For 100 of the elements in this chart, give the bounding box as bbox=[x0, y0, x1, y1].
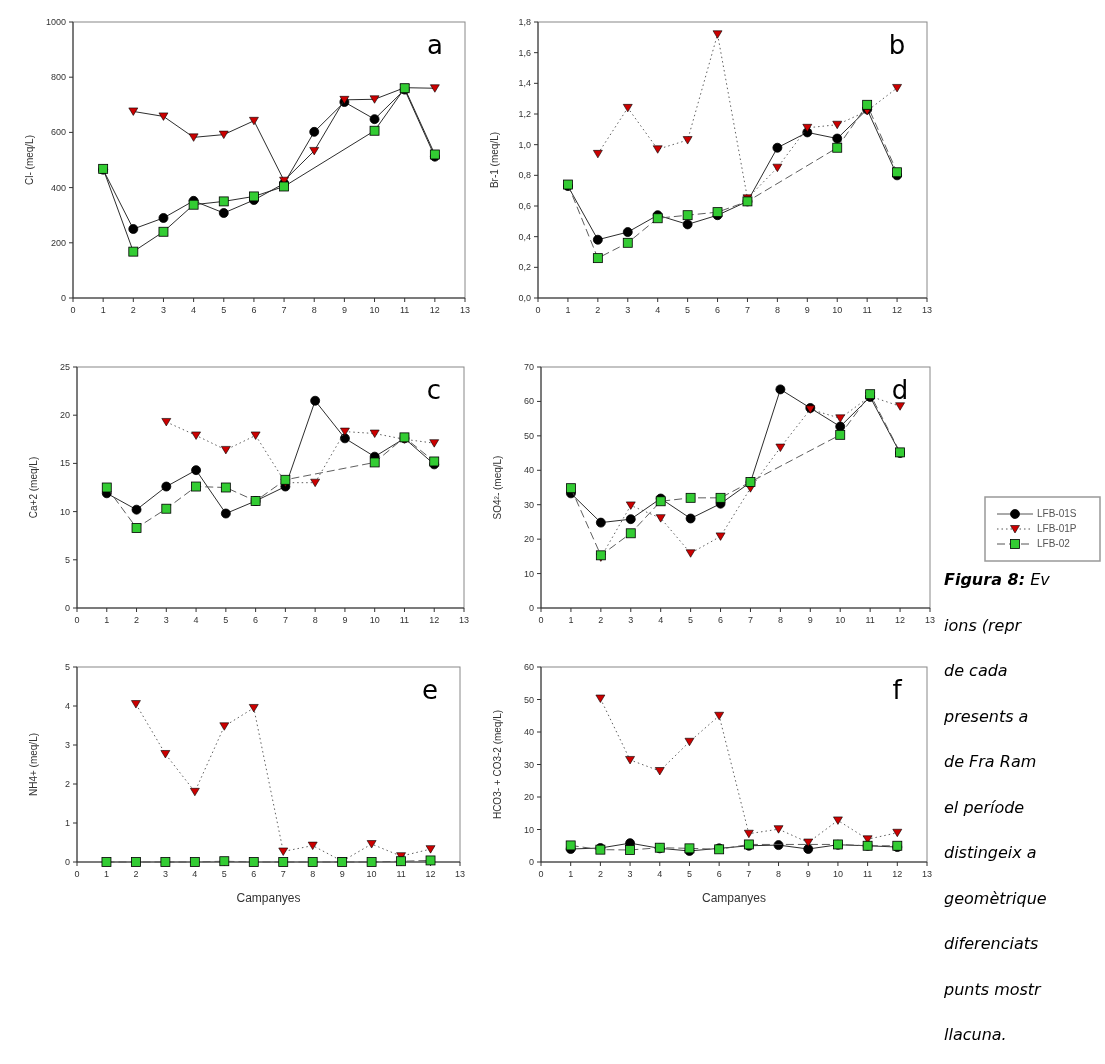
x-tick-label: 4 bbox=[193, 615, 199, 625]
x-tick-label: 0 bbox=[538, 615, 544, 625]
x-tick-label: 13 bbox=[921, 305, 933, 315]
x-tick-label: 6 bbox=[251, 869, 257, 879]
x-tick-label: 8 bbox=[312, 615, 318, 625]
y-tick-label: 10 bbox=[523, 568, 534, 579]
annotation: c bbox=[426, 375, 442, 405]
x-tick-label: 9 bbox=[341, 305, 347, 315]
x-tick-label: 4 bbox=[657, 869, 663, 879]
text: geomètrique bbox=[944, 888, 1047, 908]
annotation: d bbox=[891, 375, 909, 405]
x-tick-label: 1 bbox=[103, 869, 109, 879]
x-tick-label: 11 bbox=[396, 869, 406, 879]
text: llacuna. bbox=[944, 1025, 1007, 1044]
x-tick-label: 1 bbox=[568, 615, 574, 625]
y-tick-label: 1,0 bbox=[518, 139, 531, 150]
y-tick-label: 70 bbox=[523, 362, 534, 372]
x-tick-label: 11 bbox=[865, 615, 875, 625]
x-tick-label: 3 bbox=[625, 305, 631, 315]
y-axis-title: SO4²- (meq/L) bbox=[492, 455, 503, 520]
y-tick-label: 10 bbox=[59, 506, 70, 517]
text: el període bbox=[944, 797, 1025, 817]
x-tick-label: 8 bbox=[774, 305, 780, 315]
y-tick-label: 10 bbox=[523, 824, 534, 835]
y-tick-label: 50 bbox=[523, 430, 534, 441]
x-tick-label: 12 bbox=[892, 869, 903, 879]
annotation: e bbox=[422, 675, 438, 705]
x-tick-label: 10 bbox=[369, 615, 380, 625]
x-tick-label: 9 bbox=[804, 305, 810, 315]
y-tick-label: 0,2 bbox=[518, 262, 531, 273]
y-tick-label: 5 bbox=[64, 554, 70, 565]
y-tick-label: 1,4 bbox=[518, 78, 531, 89]
x-tick-label: 10 bbox=[832, 305, 843, 315]
x-tick-label: 4 bbox=[192, 869, 198, 879]
x-tick-label: 5 bbox=[221, 305, 227, 315]
x-tick-label: 11 bbox=[400, 305, 410, 315]
x-tick-label: 8 bbox=[777, 615, 783, 625]
y-axis-title: Cl- (meq/L) bbox=[24, 134, 35, 186]
x-tick-label: 7 bbox=[746, 869, 752, 879]
x-tick-label: 8 bbox=[776, 869, 782, 879]
y-tick-label: 0,6 bbox=[518, 201, 531, 211]
x-tick-label: 5 bbox=[688, 615, 694, 625]
y-tick-label: 4 bbox=[64, 701, 70, 711]
x-tick-label: 12 bbox=[895, 615, 906, 625]
y-tick-label: 0 bbox=[528, 603, 534, 613]
y-tick-label: 2 bbox=[64, 779, 70, 789]
x-tick-label: 13 bbox=[458, 615, 470, 625]
y-tick-label: 0,4 bbox=[518, 231, 531, 242]
x-tick-label: 2 bbox=[597, 869, 603, 879]
x-tick-label: 8 bbox=[310, 869, 316, 879]
x-tick-label: 11 bbox=[862, 305, 872, 315]
x-tick-label: 6 bbox=[718, 615, 724, 625]
x-tick-label: 5 bbox=[686, 869, 692, 879]
x-tick-label: 9 bbox=[805, 869, 811, 879]
y-tick-label: 3 bbox=[64, 740, 70, 750]
legend-label: LFB-01P bbox=[1037, 523, 1077, 534]
y-axis-title: NH4+ (meq/L) bbox=[28, 732, 39, 797]
x-tick-label: 1 bbox=[104, 615, 110, 625]
text: de cada bbox=[944, 661, 1008, 680]
y-tick-label: 0 bbox=[60, 293, 66, 303]
text: ions (repr bbox=[944, 615, 1023, 635]
y-tick-label: 200 bbox=[50, 237, 66, 248]
x-tick-label: 6 bbox=[251, 305, 257, 315]
x-tick-label: 5 bbox=[223, 615, 229, 625]
annotation: f bbox=[892, 675, 903, 705]
x-tick-label: 8 bbox=[311, 305, 317, 315]
x-tick-label: 7 bbox=[281, 305, 287, 315]
x-tick-label: 0 bbox=[538, 869, 544, 879]
x-tick-label: 3 bbox=[162, 869, 168, 879]
y-tick-label: 50 bbox=[523, 694, 534, 705]
y-axis-title: HCO3- + CO3-2 (meq/L) bbox=[492, 709, 503, 820]
y-tick-label: 30 bbox=[523, 759, 534, 770]
x-tick-label: 6 bbox=[253, 615, 259, 625]
y-tick-label: 40 bbox=[523, 727, 534, 737]
x-tick-label: 3 bbox=[163, 615, 169, 625]
x-tick-label: 6 bbox=[715, 305, 721, 315]
x-tick-label: 12 bbox=[425, 869, 436, 879]
y-tick-label: 800 bbox=[50, 72, 66, 83]
x-tick-label: 10 bbox=[832, 869, 843, 879]
x-tick-label: 7 bbox=[744, 305, 750, 315]
y-tick-label: 1,2 bbox=[518, 109, 531, 119]
x-tick-label: 4 bbox=[191, 305, 197, 315]
x-tick-label: 1 bbox=[100, 305, 106, 315]
x-tick-label: 9 bbox=[807, 615, 813, 625]
legend-label: LFB-01S bbox=[1037, 508, 1077, 519]
annotation: b bbox=[888, 30, 906, 60]
y-tick-label: 600 bbox=[50, 127, 66, 138]
x-tick-label: 11 bbox=[399, 615, 410, 625]
x-tick-label: 3 bbox=[160, 305, 166, 315]
x-tick-label: 7 bbox=[280, 869, 286, 879]
y-tick-label: 20 bbox=[523, 534, 534, 545]
y-tick-label: 1,8 bbox=[518, 17, 531, 27]
x-axis-title: Campanyes bbox=[701, 891, 767, 905]
x-tick-label: 6 bbox=[716, 869, 722, 879]
x-tick-label: 3 bbox=[627, 869, 633, 879]
x-tick-label: 4 bbox=[655, 305, 661, 315]
y-tick-label: 15 bbox=[59, 458, 70, 469]
x-tick-label: 12 bbox=[892, 305, 903, 315]
x-tick-label: 5 bbox=[685, 305, 691, 315]
y-tick-label: 1 bbox=[64, 818, 70, 828]
